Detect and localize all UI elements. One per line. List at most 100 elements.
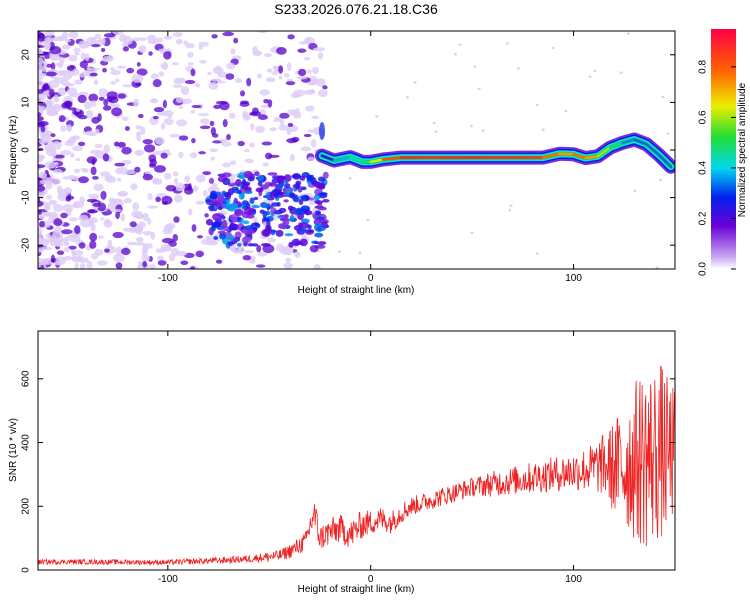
ridge-core xyxy=(608,141,624,149)
noise-blob xyxy=(86,156,98,164)
cluster-blob xyxy=(242,220,250,225)
cluster-blob xyxy=(229,214,240,222)
noise-blob xyxy=(117,93,127,99)
noise-blob xyxy=(175,38,183,45)
noise-blob xyxy=(108,197,116,203)
noise-blob xyxy=(160,244,172,251)
cluster-blob xyxy=(212,221,222,228)
noise-blob xyxy=(268,154,280,158)
noise-blob xyxy=(154,165,166,173)
noise-blob xyxy=(147,41,159,44)
cluster-blob xyxy=(221,172,232,178)
noise-blob xyxy=(38,48,44,56)
noise-blob xyxy=(89,72,98,77)
noise-blob xyxy=(86,198,98,203)
noise-blob xyxy=(68,107,77,111)
noise-blob xyxy=(100,190,107,200)
noise-blob xyxy=(152,178,163,185)
noise-blob xyxy=(68,54,78,62)
noise-blob xyxy=(286,62,292,72)
noise-blob xyxy=(134,149,144,156)
noise-blob xyxy=(207,185,220,194)
noise-blob xyxy=(115,78,120,83)
noise-blob xyxy=(115,262,123,269)
noise-blob xyxy=(434,130,438,133)
cluster-blob xyxy=(235,179,242,186)
noise-blob xyxy=(298,68,307,77)
cluster-blob xyxy=(314,232,324,238)
noise-blob xyxy=(40,130,53,138)
noise-blob xyxy=(61,229,73,235)
noise-blob xyxy=(194,82,201,88)
noise-blob xyxy=(242,255,251,261)
noise-blob xyxy=(508,209,512,212)
noise-blob xyxy=(83,101,92,110)
noise-blob xyxy=(50,62,56,71)
noise-blob xyxy=(147,217,152,225)
noise-blob xyxy=(136,242,146,246)
chart-title: S233.2026.076.21.18.C36 xyxy=(274,1,438,17)
noise-blob xyxy=(61,31,69,40)
noise-blob xyxy=(44,31,55,37)
x-tick-label: -100 xyxy=(158,273,178,284)
noise-blob xyxy=(84,53,90,61)
noise-blob xyxy=(48,199,58,206)
noise-blob xyxy=(65,39,72,43)
noise-blob xyxy=(147,205,159,209)
noise-blob xyxy=(49,41,55,51)
cluster-blob xyxy=(262,210,268,219)
noise-blob xyxy=(130,183,138,190)
noise-blob xyxy=(289,153,295,162)
cluster-blob xyxy=(317,241,327,246)
cluster-blob xyxy=(267,172,278,176)
cluster-blob xyxy=(314,240,319,245)
spectrogram-marks xyxy=(38,31,675,269)
noise-blob xyxy=(38,143,42,147)
noise-blob xyxy=(200,239,210,245)
noise-blob xyxy=(168,240,177,247)
noise-blob xyxy=(175,96,184,104)
noise-blob xyxy=(122,46,129,52)
cluster-blob xyxy=(249,197,255,204)
spectrogram-y-label: Frequency (Hz) xyxy=(8,116,19,185)
noise-blob xyxy=(107,201,116,211)
snr-ticks: -100 0 100 0 200 400 600 xyxy=(21,331,675,585)
cluster-blob xyxy=(257,174,264,182)
noise-blob xyxy=(198,44,203,50)
noise-blob xyxy=(52,104,59,110)
noise-blob xyxy=(535,103,539,107)
noise-blob xyxy=(229,112,236,119)
noise-blob xyxy=(68,245,77,250)
noise-blob xyxy=(67,87,78,96)
cluster-blob xyxy=(237,242,242,247)
noise-blob xyxy=(93,183,104,192)
noise-blob xyxy=(156,112,167,116)
noise-blob xyxy=(215,259,223,264)
noise-blob xyxy=(123,36,133,45)
noise-blob xyxy=(234,78,243,83)
noise-blob xyxy=(38,44,45,49)
noise-blob xyxy=(278,65,283,74)
noise-blob xyxy=(178,105,184,110)
ridge-core xyxy=(572,153,587,160)
cluster-blob xyxy=(268,182,277,187)
noise-blob xyxy=(53,218,63,227)
noise-blob xyxy=(77,115,88,120)
noise-blob xyxy=(619,71,623,74)
noise-blob xyxy=(250,257,256,261)
noise-blob xyxy=(38,185,46,192)
cluster-blob xyxy=(219,233,227,240)
noise-blob xyxy=(192,185,199,192)
noise-blob xyxy=(156,37,164,43)
noise-blob xyxy=(94,33,101,39)
noise-blob xyxy=(300,146,312,152)
noise-blob xyxy=(265,77,276,83)
noise-blob xyxy=(51,36,63,42)
noise-blob xyxy=(149,98,159,104)
cluster-blob xyxy=(284,233,294,237)
noise-blob xyxy=(481,129,485,132)
cluster-blob xyxy=(217,230,226,234)
noise-blob xyxy=(63,72,72,80)
noise-blob xyxy=(126,67,135,74)
noise-blob xyxy=(233,37,239,44)
